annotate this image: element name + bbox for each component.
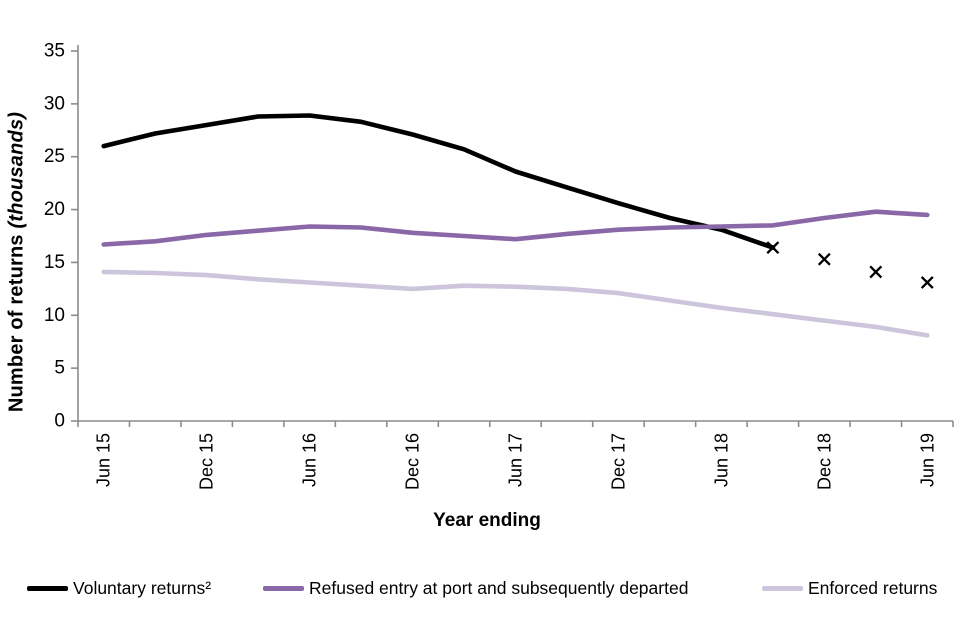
y-tick-label: 15 <box>44 252 65 273</box>
series-line-refused-entry-at-port-and-subsequently-departed <box>101 209 930 247</box>
series-line-enforced-returns <box>101 269 930 338</box>
x-marker-point <box>766 241 780 255</box>
legend-swatch-enforced-returns <box>762 585 803 591</box>
x-tick-label: Jun 17 <box>506 433 526 487</box>
x-tick-label: Dec 18 <box>814 433 834 490</box>
y-axis-title: Number of returns (thousands) <box>6 112 29 412</box>
legend-item-refused-entry: Refused entry at port and subsequently d… <box>263 578 688 598</box>
y-tick-label: 35 <box>44 41 65 62</box>
legend-swatch-refused-entry <box>263 585 304 591</box>
x-marker-point <box>817 252 831 266</box>
legend-swatch-voluntary-returns <box>27 585 68 591</box>
x-tick-label: Jun 19 <box>917 433 937 487</box>
y-tick-label: 5 <box>54 358 65 379</box>
x-marker-point <box>920 276 934 289</box>
y-tick-label: 20 <box>44 199 65 220</box>
y-tick-label: 30 <box>44 93 65 114</box>
y-axis-title-unit: (thousands) <box>5 111 28 229</box>
y-axis-title-text: Number of returns <box>5 234 28 413</box>
y-tick-label: 25 <box>44 146 65 167</box>
x-tick-label: Jun 15 <box>94 433 114 487</box>
x-tick-label: Dec 17 <box>608 433 628 490</box>
x-tick-label: Jun 16 <box>300 433 320 487</box>
legend-label-refused-entry: Refused entry at port and subsequently d… <box>309 577 689 598</box>
y-tick-label: 0 <box>54 411 65 432</box>
x-tick-label: Dec 15 <box>197 433 217 490</box>
legend-item-enforced-returns: Enforced returns <box>762 578 937 598</box>
legend-label-enforced-returns: Enforced returns <box>808 577 938 598</box>
legend-label-voluntary-returns: Voluntary returns² <box>73 577 212 598</box>
x-marker-point <box>869 265 883 279</box>
x-tick-label: Jun 18 <box>711 433 731 487</box>
series-line-voluntary-returns <box>101 113 776 250</box>
x-axis-title: Year ending <box>433 510 541 531</box>
y-tick-label: 10 <box>44 305 65 326</box>
x-tick-label: Dec 16 <box>403 433 423 490</box>
legend-item-voluntary-returns: Voluntary returns² <box>27 578 211 598</box>
